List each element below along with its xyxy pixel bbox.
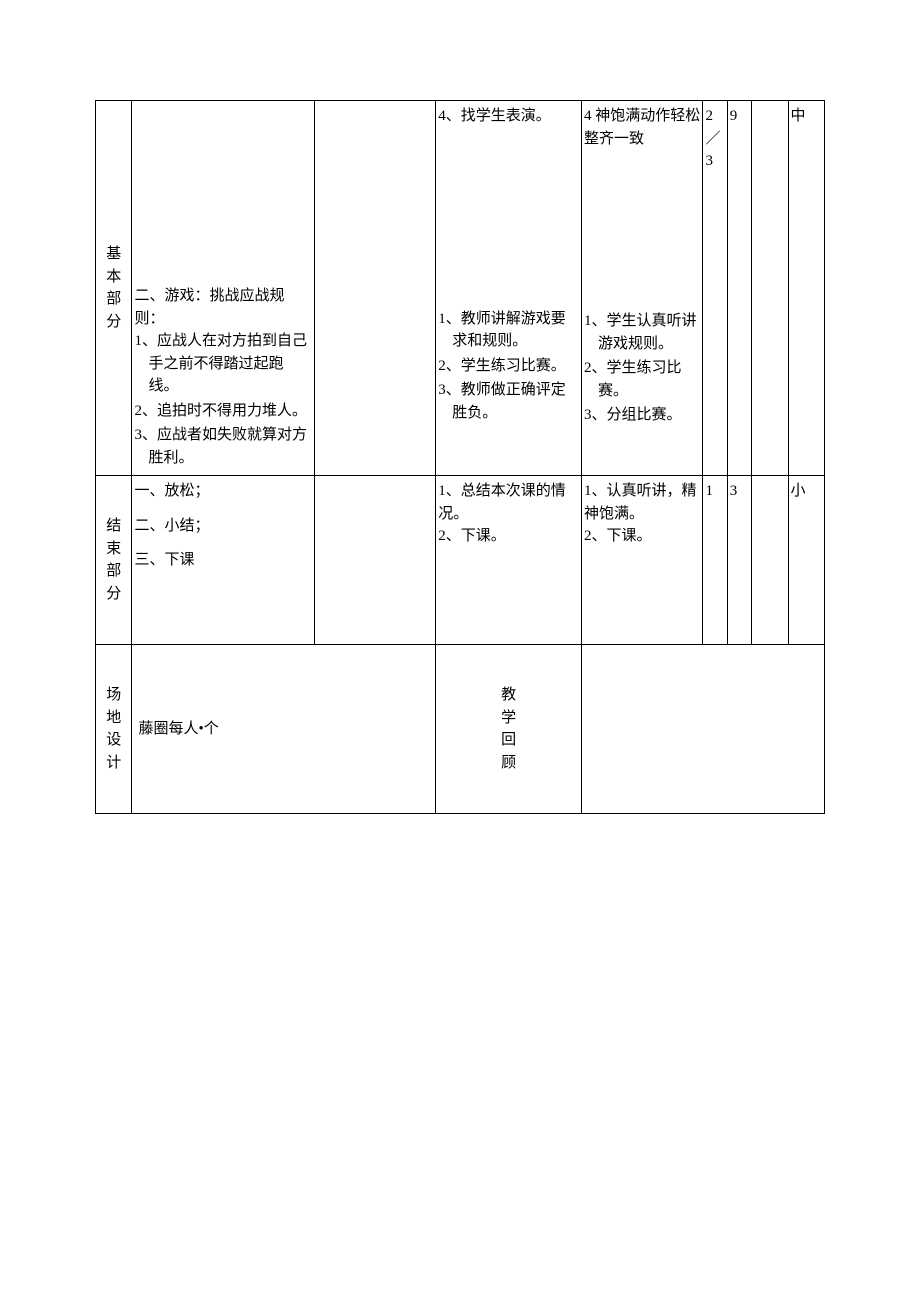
teacher-line: 4、找学生表演。	[438, 105, 579, 128]
list-item: 3、教师做正确评定胜负。	[438, 379, 579, 424]
num1-cell-basic: 2／3	[703, 101, 727, 476]
teacher-cell-basic: 4、找学生表演。 1、教师讲解游戏要求和规则。 2、学生练习比赛。 3、教师做正…	[436, 101, 582, 476]
num2-cell-end: 3	[727, 476, 751, 645]
list-item: 3、分组比赛。	[584, 404, 701, 427]
table-row-basic: 基本部分 二、游戏：挑战应战规则： 1、应战人在对方拍到自己手之前不得踏过起跑线…	[96, 101, 825, 476]
student-list: 1、学生认真听讲游戏规则。 2、学生练习比赛。 3、分组比赛。	[584, 310, 701, 427]
teacher-item: 1、总结本次课的情况。	[438, 480, 579, 525]
empty-cell	[314, 101, 436, 476]
section-label-end: 结束部分	[96, 476, 132, 645]
content-cell-end: 一、放松； 二、小结； 三、下课	[132, 476, 314, 645]
end-item: 三、下课	[134, 549, 311, 572]
document-page: 基本部分 二、游戏：挑战应战规则： 1、应战人在对方拍到自己手之前不得踏过起跑线…	[0, 0, 920, 914]
student-cell-basic: 4 神饱满动作轻松整齐一致 1、学生认真听讲游戏规则。 2、学生练习比赛。 3、…	[581, 101, 703, 476]
level-cell-end: 小	[788, 476, 824, 645]
student-cell-end: 1、认真听讲，精神饱满。 2、下课。	[581, 476, 703, 645]
num2-cell-basic: 9	[727, 101, 751, 476]
list-item: 1、应战人在对方拍到自己手之前不得踏过起跑线。	[134, 330, 311, 398]
student-item: 2、下课。	[584, 525, 701, 548]
game-rules-list: 1、应战人在对方拍到自己手之前不得踏过起跑线。 2、追拍时不得用力堆人。 3、应…	[134, 330, 311, 469]
teacher-list: 1、教师讲解游戏要求和规则。 2、学生练习比赛。 3、教师做正确评定胜负。	[438, 308, 579, 425]
student-item: 1、认真听讲，精神饱满。	[584, 480, 701, 525]
spacer-cell	[752, 101, 788, 476]
student-line: 4 神饱满动作轻松整齐一致	[584, 105, 701, 150]
end-item: 一、放松；	[134, 480, 311, 503]
end-item: 二、小结；	[134, 515, 311, 538]
list-item: 1、学生认真听讲游戏规则。	[584, 310, 701, 355]
teaching-review-content	[581, 645, 824, 814]
table-row-end: 结束部分 一、放松； 二、小结； 三、下课 1、总结本次课的情况。 2、下课。 …	[96, 476, 825, 645]
content-cell-basic: 二、游戏：挑战应战规则： 1、应战人在对方拍到自己手之前不得踏过起跑线。 2、追…	[132, 101, 314, 476]
list-item: 2、追拍时不得用力堆人。	[134, 400, 311, 423]
lesson-plan-table: 基本部分 二、游戏：挑战应战规则： 1、应战人在对方拍到自己手之前不得踏过起跑线…	[95, 100, 825, 814]
venue-design-content: 藤圈每人•个	[132, 645, 436, 814]
level-cell-basic: 中	[788, 101, 824, 476]
list-item: 2、学生练习比赛。	[438, 355, 579, 378]
list-item: 1、教师讲解游戏要求和规则。	[438, 308, 579, 353]
teacher-item: 2、下课。	[438, 525, 579, 548]
spacer-cell	[752, 476, 788, 645]
empty-cell	[314, 476, 436, 645]
game-title: 二、游戏：挑战应战规则：	[134, 285, 311, 330]
teaching-review-label: 教学回顾	[436, 645, 582, 814]
list-item: 2、学生练习比赛。	[584, 357, 701, 402]
list-item: 3、应战者如失败就算对方胜利。	[134, 424, 311, 469]
num1-cell-end: 1	[703, 476, 727, 645]
table-row-footer: 场地设计 藤圈每人•个 教学回顾	[96, 645, 825, 814]
teacher-cell-end: 1、总结本次课的情况。 2、下课。	[436, 476, 582, 645]
venue-design-label: 场地设计	[96, 645, 132, 814]
section-label-basic: 基本部分	[96, 101, 132, 476]
